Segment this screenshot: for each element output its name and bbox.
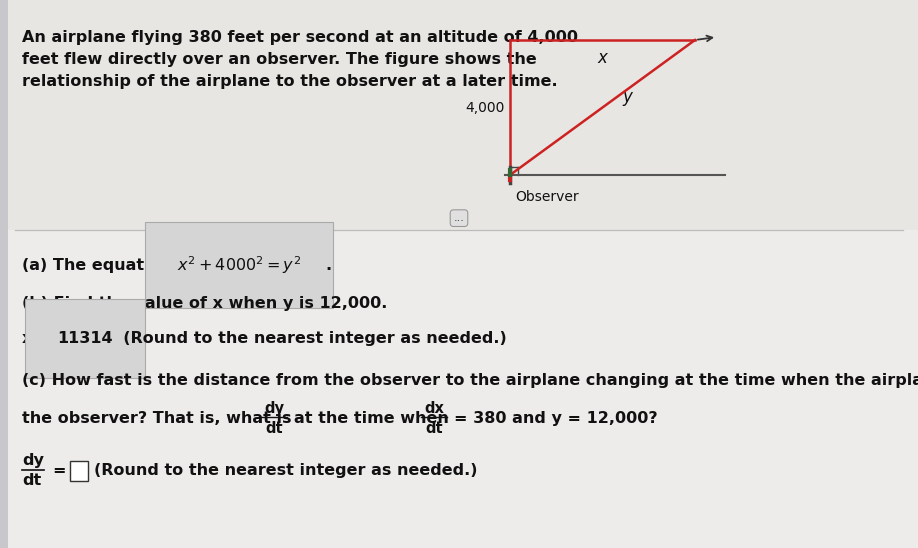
Text: $x^2 + 4000^2 = y^2$: $x^2 + 4000^2 = y^2$ (177, 254, 301, 276)
Text: (c) How fast is the distance from the observer to the airplane changing at the t: (c) How fast is the distance from the ob… (22, 373, 918, 387)
Text: (Round to the nearest integer as needed.): (Round to the nearest integer as needed.… (112, 330, 507, 346)
Text: =: = (52, 463, 65, 478)
Bar (0, 0, 918, 230)
Text: dx: dx (424, 401, 444, 416)
Text: 4,000: 4,000 (465, 100, 505, 115)
Text: (b) Find the value of x when y is 12,000.: (b) Find the value of x when y is 12,000… (22, 296, 387, 311)
Text: feet flew directly over an observer. The figure shows the: feet flew directly over an observer. The… (22, 52, 537, 67)
Text: An airplane flying 380 feet per second at an altitude of 4,000: An airplane flying 380 feet per second a… (22, 30, 578, 45)
Text: relationship of the airplane to the observer at a later time.: relationship of the airplane to the obse… (22, 74, 557, 89)
Text: at the time when: at the time when (294, 410, 449, 426)
Text: ...: ... (453, 213, 465, 223)
Text: = 380 and y = 12,000?: = 380 and y = 12,000? (454, 410, 657, 426)
Bar (0, 0, 8, 548)
Text: dt: dt (22, 473, 41, 488)
Text: (Round to the nearest integer as needed.): (Round to the nearest integer as needed.… (94, 463, 477, 478)
Text: dy: dy (264, 401, 284, 416)
Bar (70, 461, 88, 481)
Text: the observer? That is, what is: the observer? That is, what is (22, 410, 292, 426)
Text: 11314: 11314 (57, 330, 113, 346)
Text: dt: dt (425, 421, 442, 436)
Text: x: x (598, 49, 608, 67)
Text: (a) The equation is: (a) The equation is (22, 258, 198, 273)
Text: dy: dy (22, 453, 44, 467)
Text: y: y (622, 88, 633, 106)
Text: Observer: Observer (515, 190, 578, 204)
Text: .: . (325, 258, 331, 273)
Text: dt: dt (265, 421, 283, 436)
Text: x =: x = (22, 330, 57, 346)
